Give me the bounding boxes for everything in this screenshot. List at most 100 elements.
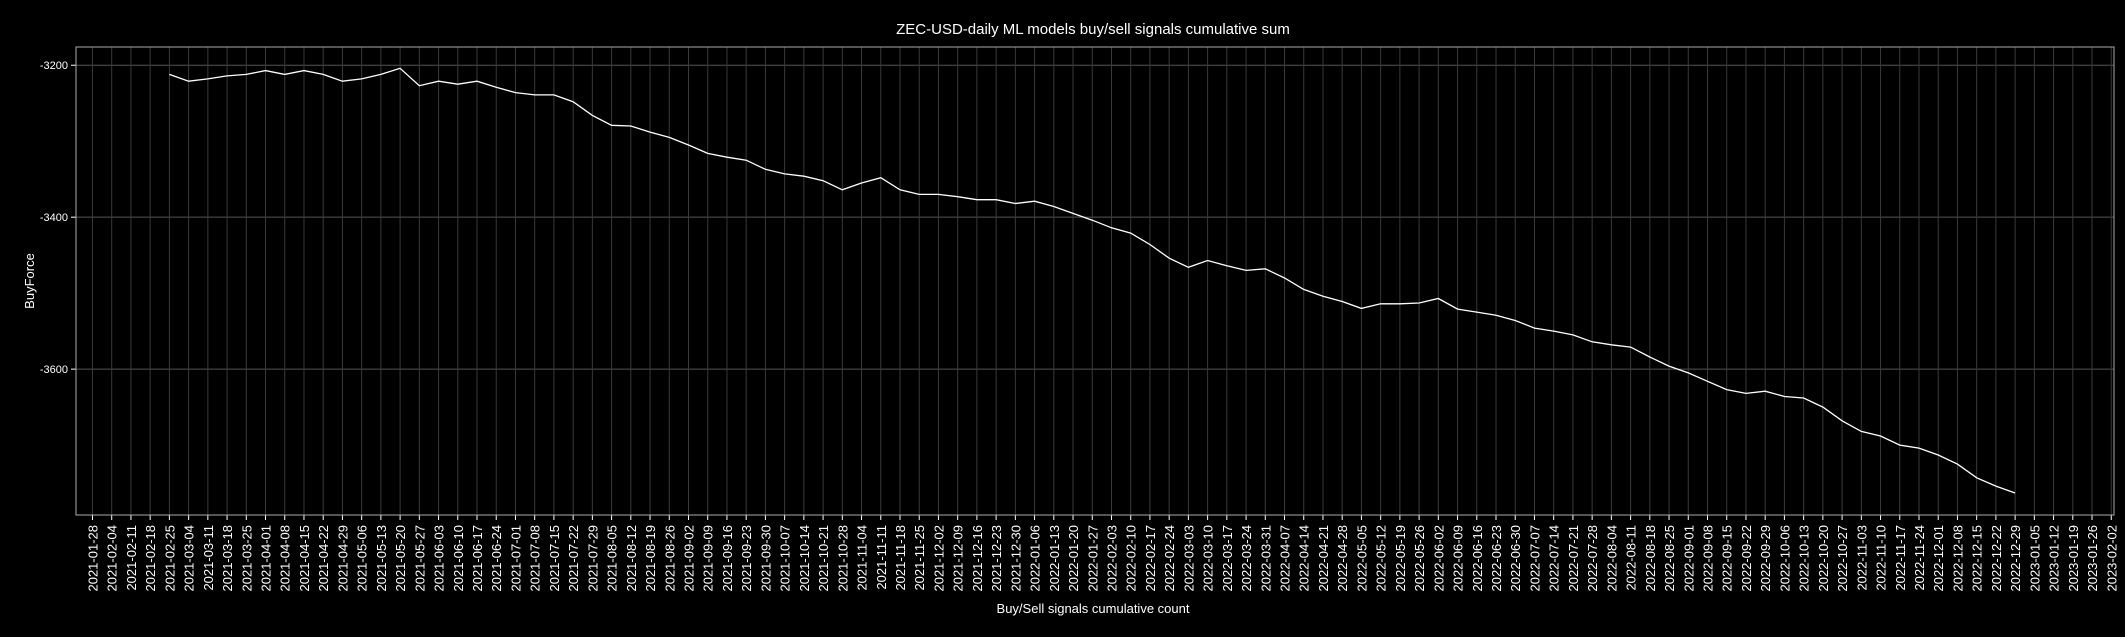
x-tick-label: 2021-10-14 — [797, 525, 812, 592]
x-tick-label: 2021-10-07 — [778, 525, 793, 592]
x-tick-label: 2021-02-11 — [124, 525, 139, 591]
x-tick-label: 2022-09-22 — [1739, 525, 1754, 592]
x-tick-label: 2021-07-15 — [547, 525, 562, 592]
x-tick-label: 2021-09-30 — [758, 525, 773, 592]
x-tick-label: 2021-08-05 — [605, 525, 620, 592]
x-tick-label: 2022-05-19 — [1393, 525, 1408, 592]
x-tick-label: 2023-01-26 — [2085, 525, 2100, 592]
x-tick-label: 2021-11-04 — [855, 525, 870, 591]
y-tick-label: -3200 — [40, 60, 68, 72]
x-tick-label: 2022-09-15 — [1720, 525, 1735, 592]
x-tick-label: 2022-03-17 — [1220, 525, 1235, 592]
y-tick-label: -3600 — [40, 364, 68, 376]
x-tick-label: 2021-11-11 — [874, 525, 889, 590]
x-tick-label: 2021-04-08 — [278, 525, 293, 592]
x-tick-label: 2022-07-21 — [1566, 525, 1581, 592]
x-tick-label: 2021-05-06 — [355, 525, 370, 592]
x-tick-label: 2022-06-30 — [1508, 525, 1523, 592]
x-tick-label: 2021-02-25 — [162, 525, 177, 592]
x-tick-label: 2022-11-03 — [1854, 525, 1869, 591]
x-tick-label: 2021-09-16 — [720, 525, 735, 592]
x-tick-label: 2022-06-16 — [1470, 525, 1485, 592]
x-tick-label: 2022-12-22 — [1989, 525, 2004, 592]
x-tick-label: 2021-02-04 — [105, 525, 120, 592]
x-tick-label: 2022-06-09 — [1451, 525, 1466, 592]
x-tick-label: 2022-07-07 — [1527, 525, 1542, 592]
x-tick-label: 2021-03-18 — [220, 525, 235, 592]
y-tick-label: -3400 — [40, 212, 68, 224]
x-tick-label: 2021-01-28 — [85, 525, 100, 592]
x-tick-label: 2022-08-25 — [1662, 525, 1677, 592]
x-tick-label: 2021-12-30 — [1008, 525, 1023, 592]
x-tick-label: 2021-03-25 — [239, 525, 254, 592]
x-tick-label: 2022-05-05 — [1354, 525, 1369, 592]
x-tick-label: 2022-01-06 — [1028, 525, 1043, 592]
x-tick-label: 2021-08-12 — [624, 525, 639, 592]
x-tick-label: 2021-09-02 — [681, 525, 696, 592]
x-tick-label: 2022-10-13 — [1797, 525, 1812, 592]
y-axis-label: BuyForce — [22, 253, 37, 309]
x-tick-label: 2022-03-31 — [1258, 525, 1273, 592]
x-tick-label: 2021-06-03 — [432, 525, 447, 592]
x-tick-label: 2022-05-26 — [1412, 525, 1427, 592]
x-tick-label: 2022-08-04 — [1604, 525, 1619, 592]
x-tick-label: 2022-06-23 — [1489, 525, 1504, 592]
x-tick-label: 2021-04-29 — [335, 525, 350, 592]
data-line — [169, 67, 2016, 494]
x-tick-label: 2022-06-02 — [1431, 525, 1446, 592]
x-tick-label: 2022-02-03 — [1104, 525, 1119, 592]
x-tick-label: 2022-03-24 — [1239, 525, 1254, 592]
x-tick-label: 2022-12-08 — [1950, 525, 1965, 592]
x-tick-label: 2022-08-18 — [1643, 525, 1658, 592]
x-axis-label: Buy/Sell signals cumulative count — [997, 601, 1190, 616]
x-tick-label: 2021-06-10 — [451, 525, 466, 592]
x-tick-label: 2021-10-21 — [816, 525, 831, 592]
x-tick-label: 2022-09-01 — [1681, 525, 1696, 592]
chart-title: ZEC-USD-daily ML models buy/sell signals… — [896, 21, 1290, 38]
x-tick-label: 2021-04-15 — [297, 525, 312, 592]
x-tick-label: 2021-08-26 — [662, 525, 677, 592]
x-tick-label: 2022-04-07 — [1278, 525, 1293, 592]
x-tick-label: 2021-12-23 — [989, 525, 1004, 592]
x-tick-label: 2022-07-14 — [1547, 525, 1562, 592]
x-tick-label: 2023-01-05 — [2027, 525, 2042, 592]
x-tick-label: 2022-07-28 — [1585, 525, 1600, 592]
x-tick-label: 2022-09-08 — [1700, 525, 1715, 592]
x-tick-label: 2021-06-24 — [489, 525, 504, 592]
x-tick-label: 2021-11-25 — [912, 525, 927, 591]
x-tick-label: 2022-04-28 — [1335, 525, 1350, 592]
x-tick-label: 2022-10-06 — [1777, 525, 1792, 592]
x-tick-label: 2021-04-01 — [259, 525, 274, 592]
x-tick-label: 2021-12-16 — [970, 525, 985, 592]
x-tick-label: 2022-05-12 — [1374, 525, 1389, 592]
x-tick-label: 2021-12-02 — [931, 525, 946, 592]
x-tick-label: 2021-03-04 — [182, 525, 197, 592]
x-tick-label: 2022-01-20 — [1066, 525, 1081, 592]
x-tick-label: 2023-01-19 — [2066, 525, 2081, 592]
x-tick-label: 2021-08-19 — [643, 525, 658, 592]
x-tick-label: 2022-11-24 — [1912, 525, 1927, 591]
x-tick-label: 2022-12-01 — [1931, 525, 1946, 592]
x-tick-label: 2022-01-27 — [1085, 525, 1100, 592]
x-tick-label: 2021-11-18 — [893, 525, 908, 591]
x-tick-label: 2022-10-20 — [1816, 525, 1831, 592]
x-tick-label: 2022-10-27 — [1835, 525, 1850, 592]
x-tick-label: 2022-09-29 — [1758, 525, 1773, 592]
x-tick-label: 2022-11-10 — [1874, 525, 1889, 591]
x-tick-label: 2022-04-14 — [1297, 525, 1312, 592]
x-tick-label: 2021-02-18 — [143, 525, 158, 592]
x-tick-label: 2021-06-17 — [470, 525, 485, 592]
x-tick-label: 2022-12-29 — [2008, 525, 2023, 592]
x-tick-label: 2021-09-09 — [701, 525, 716, 592]
x-tick-label: 2021-07-29 — [585, 525, 600, 592]
x-tick-label: 2022-02-24 — [1162, 525, 1177, 592]
x-tick-label: 2021-05-27 — [412, 525, 427, 592]
x-tick-label: 2022-01-13 — [1047, 525, 1062, 592]
x-tick-label: 2022-12-15 — [1970, 525, 1985, 592]
x-tick-label: 2021-12-09 — [951, 525, 966, 592]
x-tick-label: 2021-07-01 — [508, 525, 523, 592]
x-tick-label: 2022-02-17 — [1143, 525, 1158, 592]
x-tick-label: 2022-03-03 — [1181, 525, 1196, 592]
